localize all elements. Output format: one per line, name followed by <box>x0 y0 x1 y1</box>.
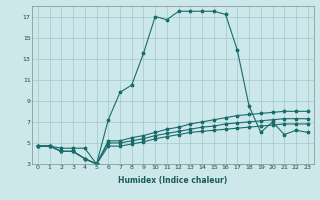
X-axis label: Humidex (Indice chaleur): Humidex (Indice chaleur) <box>118 176 228 185</box>
